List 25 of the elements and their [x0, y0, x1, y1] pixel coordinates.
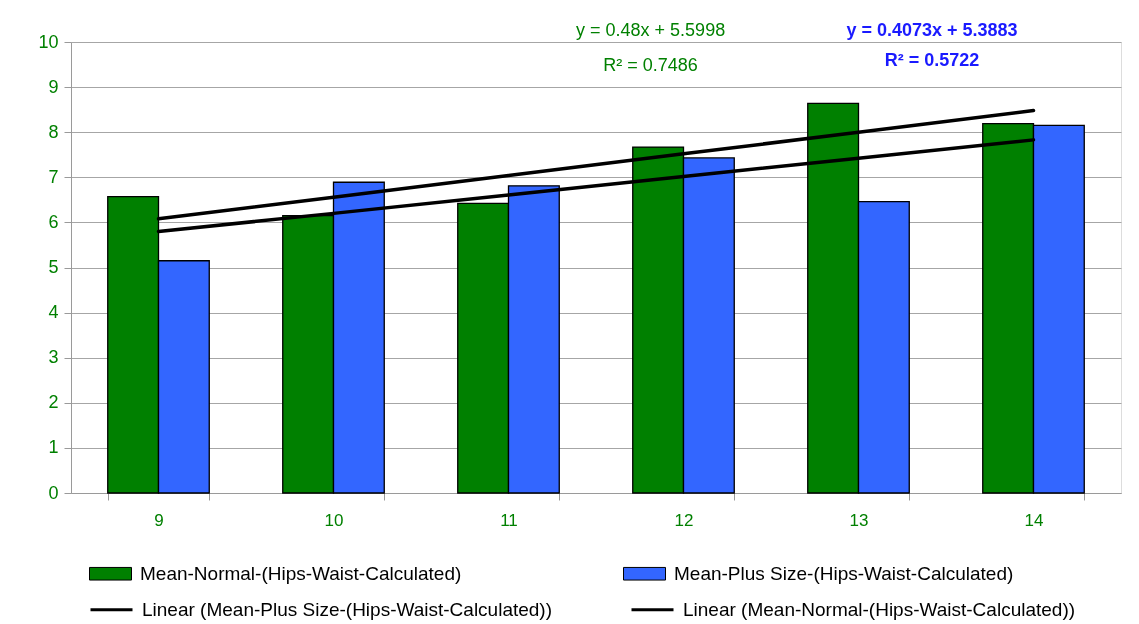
y-tick-label: 0 — [48, 482, 59, 503]
annotation: R² = 0.5722 — [884, 50, 980, 70]
legend-label: Linear (Mean-Normal-(Hips-Waist-Calculated)) — [683, 598, 1076, 620]
x-tick-label: 13 — [849, 510, 869, 530]
y-tick-label: 3 — [48, 347, 59, 368]
legend-label: Linear (Mean-Plus Size-(Hips-Waist-Calculated)) — [142, 598, 553, 620]
y-tick-label: 4 — [48, 302, 59, 323]
y-tick-label: 1 — [48, 437, 59, 458]
x-tick-label: 9 — [154, 510, 164, 530]
y-tick-label: 10 — [38, 31, 59, 52]
text: y = 0.4073x + 5.3883 — [846, 20, 1018, 40]
x-tick-label: 11 — [500, 510, 518, 530]
x-tick-label: 12 — [674, 510, 694, 530]
legend-label: Mean-Normal-(Hips-Waist-Calculated) — [140, 562, 462, 584]
y-tick-label: 8 — [48, 121, 59, 142]
y-tick-label: 7 — [48, 166, 59, 187]
x-tick-label: 10 — [324, 510, 344, 530]
y-tick-label: 2 — [48, 392, 59, 413]
annotation: R² = 0.7486 — [603, 55, 698, 75]
x-tick-label: 14 — [1024, 510, 1044, 530]
y-tick-label: 6 — [48, 211, 59, 232]
y-tick-label: 9 — [48, 76, 59, 97]
legend-label: Mean-Plus Size-(Hips-Waist-Calculated) — [674, 562, 1014, 584]
text: y = 0.48x + 5.5998 — [576, 20, 726, 40]
y-tick-label: 5 — [48, 257, 59, 277]
